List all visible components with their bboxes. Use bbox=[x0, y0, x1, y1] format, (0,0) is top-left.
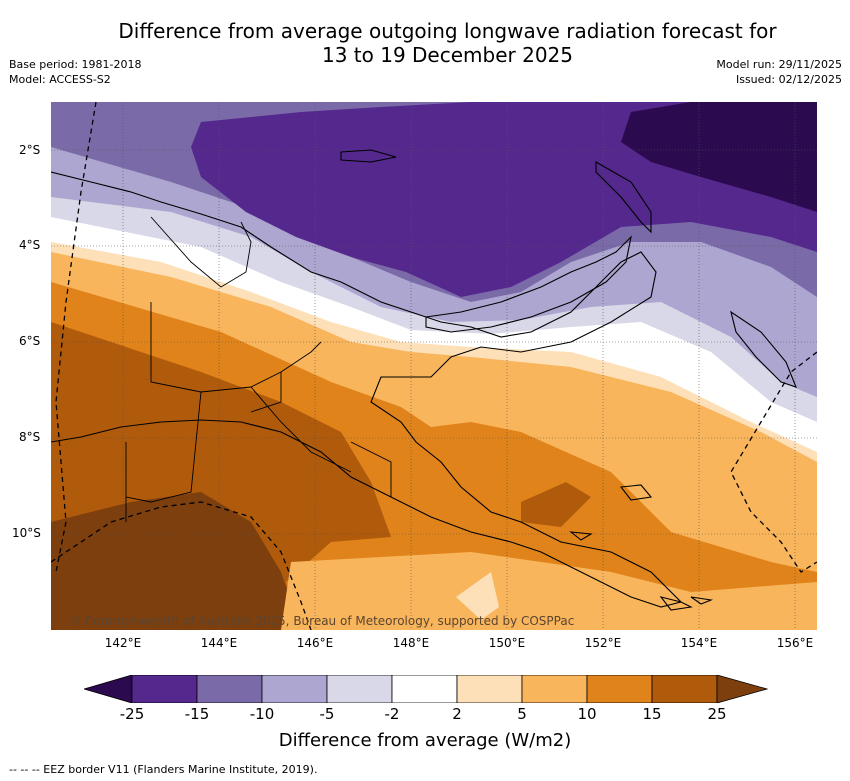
colorbar-bin-9 bbox=[651, 675, 718, 703]
copyright-notice: © Commonwealth of Australia 2025, Bureau… bbox=[69, 614, 575, 628]
colorbar-bin-3 bbox=[261, 675, 328, 703]
cb-tick-5: -2 bbox=[384, 705, 400, 723]
anomaly-map bbox=[51, 102, 817, 630]
meta-left: Base period: 1981-2018 Model: ACCESS-S2 bbox=[9, 57, 141, 87]
colorbar-bin-7 bbox=[521, 675, 588, 703]
meta-right: Model run: 29/11/2025 Issued: 02/12/2025 bbox=[716, 57, 842, 87]
colorbar bbox=[84, 675, 768, 703]
colorbar-arrow-right bbox=[716, 675, 768, 703]
chart-title: Difference from average outgoing longwav… bbox=[40, 19, 850, 67]
lon-label-156e: 156°E bbox=[776, 636, 814, 650]
lon-label-142e: 142°E bbox=[104, 636, 142, 650]
lon-label-148e: 148°E bbox=[392, 636, 430, 650]
cb-tick-7: 5 bbox=[517, 705, 527, 723]
band-2-5-south bbox=[281, 552, 817, 630]
base-period: Base period: 1981-2018 bbox=[9, 58, 142, 71]
colorbar-bin-1 bbox=[131, 675, 198, 703]
colorbar-bin-8 bbox=[586, 675, 653, 703]
model-name: Model: ACCESS-S2 bbox=[9, 73, 111, 86]
gridlines bbox=[51, 102, 817, 630]
band-10-15-patch bbox=[521, 482, 591, 527]
lat-label-10s: 10°S bbox=[12, 526, 41, 540]
cb-tick-1: -25 bbox=[119, 705, 145, 723]
lon-label-154e: 154°E bbox=[680, 636, 718, 650]
province-borders bbox=[125, 216, 392, 522]
lon-label-146e: 146°E bbox=[296, 636, 334, 650]
colorbar-bin-6 bbox=[456, 675, 523, 703]
title-line-1: Difference from average outgoing longwav… bbox=[118, 19, 777, 43]
issued-date: Issued: 02/12/2025 bbox=[735, 73, 842, 86]
cb-tick-8: 10 bbox=[577, 705, 597, 723]
lon-label-150e: 150°E bbox=[488, 636, 526, 650]
model-run: Model run: 29/11/2025 bbox=[716, 58, 842, 71]
band-below-25 bbox=[621, 102, 817, 212]
cb-tick-4: -5 bbox=[319, 705, 335, 723]
colorbar-arrow-left bbox=[84, 675, 133, 703]
cb-tick-6: 2 bbox=[452, 705, 462, 723]
colorbar-bin-4 bbox=[326, 675, 393, 703]
colorbar-label: Difference from average (W/m2) bbox=[278, 730, 572, 751]
cb-tick-10: 25 bbox=[707, 705, 727, 723]
lat-label-8s: 8°S bbox=[19, 430, 41, 444]
cb-tick-9: 15 bbox=[642, 705, 662, 723]
colorbar-bin-2 bbox=[196, 675, 263, 703]
title-line-2: 13 to 19 December 2025 bbox=[321, 43, 573, 67]
colorbar-bin-5 bbox=[391, 675, 458, 703]
lat-label-6s: 6°S bbox=[19, 334, 41, 348]
coastlines bbox=[51, 149, 797, 611]
lon-label-152e: 152°E bbox=[584, 636, 622, 650]
band-pale-patch bbox=[456, 572, 499, 620]
lat-label-2s: 2°S bbox=[19, 143, 41, 157]
lon-label-144e: 144°E bbox=[200, 636, 238, 650]
eez-legend: -- -- -- EEZ border V11 (Flanders Marine… bbox=[9, 763, 318, 776]
cb-tick-3: -10 bbox=[249, 705, 275, 723]
eez-borders bbox=[51, 102, 817, 630]
cb-tick-2: -15 bbox=[184, 705, 210, 723]
lat-label-4s: 4°S bbox=[19, 238, 41, 252]
